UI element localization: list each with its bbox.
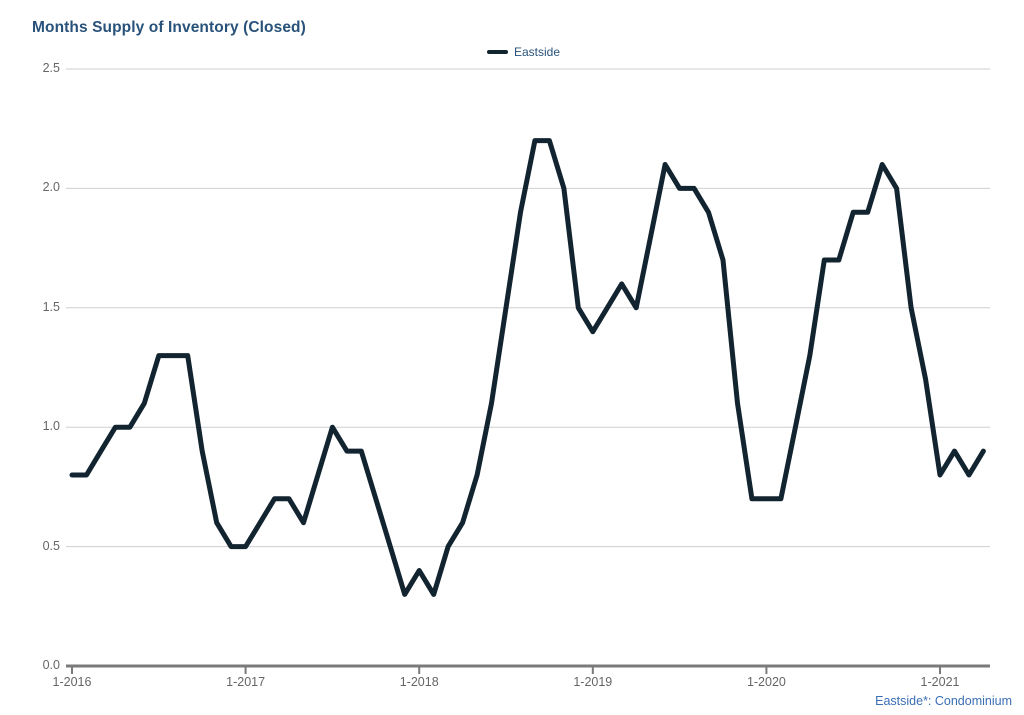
- legend-swatch-icon: [487, 50, 508, 54]
- y-tick-label: 0.0: [42, 658, 60, 672]
- legend-item-eastside[interactable]: Eastside: [487, 45, 560, 59]
- x-tick-label: 1-2016: [52, 675, 92, 689]
- y-tick-label: 2.0: [42, 180, 60, 195]
- legend: Eastside: [487, 45, 560, 59]
- x-tick-label: 1-2019: [573, 675, 613, 689]
- x-tick-label: 1-2017: [226, 675, 266, 689]
- footnote: Eastside*: Condominium: [875, 694, 1012, 708]
- x-tick-label: 1-2018: [399, 675, 439, 689]
- chart-title: Months Supply of Inventory (Closed): [32, 19, 306, 36]
- y-tick-label: 1.5: [42, 299, 60, 314]
- y-tick-label: 1.0: [42, 419, 60, 434]
- legend-label: Eastside: [514, 45, 561, 59]
- y-tick-label: 0.5: [42, 538, 60, 553]
- y-tick-label: 2.5: [42, 61, 60, 75]
- x-tick-label: 1-2021: [920, 675, 960, 689]
- series-line-eastside: [69, 138, 986, 597]
- x-tick-label: 1-2020: [746, 675, 786, 689]
